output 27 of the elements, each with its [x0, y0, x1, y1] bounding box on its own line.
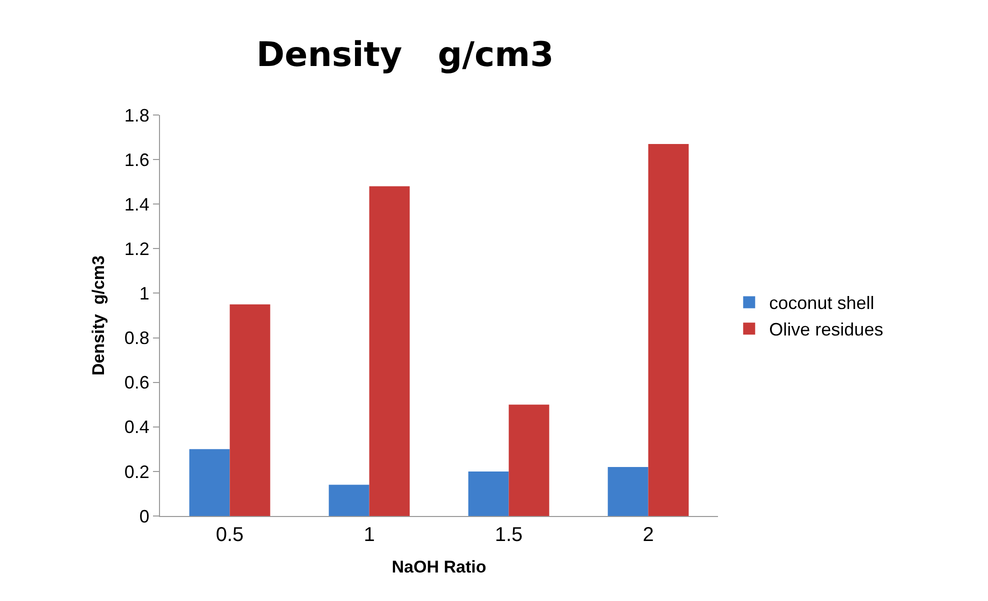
legend-label: Olive residues: [769, 320, 884, 340]
y-tick-label: 1.4: [124, 194, 150, 214]
bar: [508, 404, 550, 516]
y-tick-label: 0.6: [124, 372, 150, 393]
y-tick-label: 1.2: [124, 238, 150, 259]
bar: [189, 449, 230, 516]
bar: [230, 304, 270, 516]
y-tick-label: 0.4: [124, 417, 150, 438]
bar: [608, 466, 648, 516]
y-tick-label: 1.6: [124, 150, 150, 170]
chart-title: Density g/cm3: [256, 34, 554, 75]
bar: [328, 484, 370, 516]
x-tick-label: 2: [642, 524, 654, 546]
bar: [468, 471, 509, 516]
legend-label: coconut shell: [769, 293, 874, 314]
y-tick-label: 1.8: [124, 105, 150, 126]
bar: [648, 144, 689, 516]
y-tick-label: 0: [139, 506, 150, 526]
x-axis-title: NaOH Ratio: [392, 557, 486, 576]
x-tick-label: 0.5: [216, 524, 244, 546]
y-tick-label: 0.8: [124, 328, 150, 348]
x-tick-label: 1.5: [494, 524, 523, 546]
bar: [369, 186, 410, 516]
x-tick-label: 1: [364, 524, 375, 546]
y-axis-title: Density g/cm3: [88, 256, 108, 376]
y-tick-label: 0.2: [124, 462, 150, 482]
y-tick-label: 1: [139, 284, 150, 304]
